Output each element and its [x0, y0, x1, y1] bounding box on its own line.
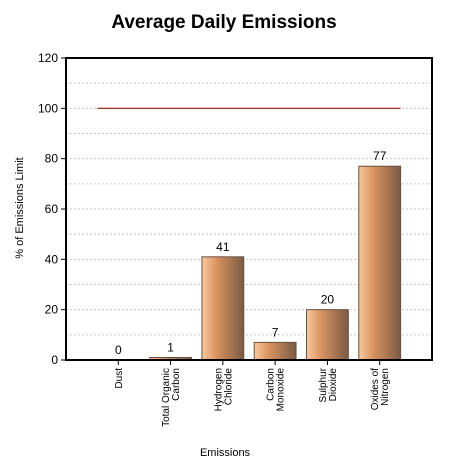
- y-axis-ticks: 0 20 40 60 80 100 120: [38, 51, 66, 367]
- x-tick-label: Sulphur: [318, 367, 329, 402]
- data-label: 20: [321, 293, 335, 307]
- y-tick-label: 40: [45, 252, 59, 266]
- y-tick-label: 120: [38, 51, 58, 65]
- x-tick-label-group: Dust: [114, 368, 125, 389]
- data-label: 1: [167, 340, 174, 354]
- bar: [201, 256, 245, 361]
- x-tick-label: Nitrogen: [380, 368, 391, 406]
- x-axis-categories: Dust Total Organic Carbon Hydrogen Chloride C…: [114, 360, 391, 427]
- x-tick-label: Oxides of: [370, 368, 381, 410]
- bars: [149, 165, 402, 361]
- x-tick-label: Dust: [114, 368, 125, 389]
- data-label: 0: [115, 343, 122, 357]
- data-labels: 0 1 41 7 20 77: [115, 149, 387, 357]
- x-tick-label-group: Hydrogen Chloride: [213, 368, 234, 412]
- y-tick-label: 0: [51, 353, 58, 367]
- bar: [358, 165, 402, 361]
- x-tick-label: Carbon: [266, 368, 277, 401]
- bar: [253, 341, 297, 361]
- x-tick-label-group: Total Organic Carbon: [161, 368, 182, 427]
- y-tick-label: 20: [45, 303, 59, 317]
- y-tick-label: 60: [45, 202, 59, 216]
- x-tick-label-group: Oxides of Nitrogen: [370, 368, 391, 410]
- y-axis-title: % of Emissions Limit: [14, 157, 26, 258]
- data-label: 41: [216, 240, 230, 254]
- x-tick-label-group: Carbon Monoxide: [266, 368, 287, 412]
- y-tick-label: 80: [45, 152, 59, 166]
- x-tick-label: Carbon: [171, 368, 182, 401]
- chart-title: Average Daily Emissions: [111, 12, 336, 33]
- bar: [306, 309, 349, 361]
- data-label: 77: [373, 149, 387, 163]
- y-tick-label: 100: [38, 101, 58, 115]
- x-tick-label: Hydrogen: [213, 368, 224, 411]
- x-tick-label-group: Sulphur Dioxide: [318, 367, 339, 402]
- x-tick-label: Monoxide: [276, 368, 287, 412]
- x-tick-label: Chloride: [223, 368, 234, 406]
- x-axis-title: Emissions: [200, 447, 251, 459]
- plot-frame: [65, 57, 433, 361]
- x-tick-label: Total Organic: [161, 368, 172, 427]
- x-tick-label: Dioxide: [328, 368, 339, 402]
- data-label: 7: [272, 325, 279, 339]
